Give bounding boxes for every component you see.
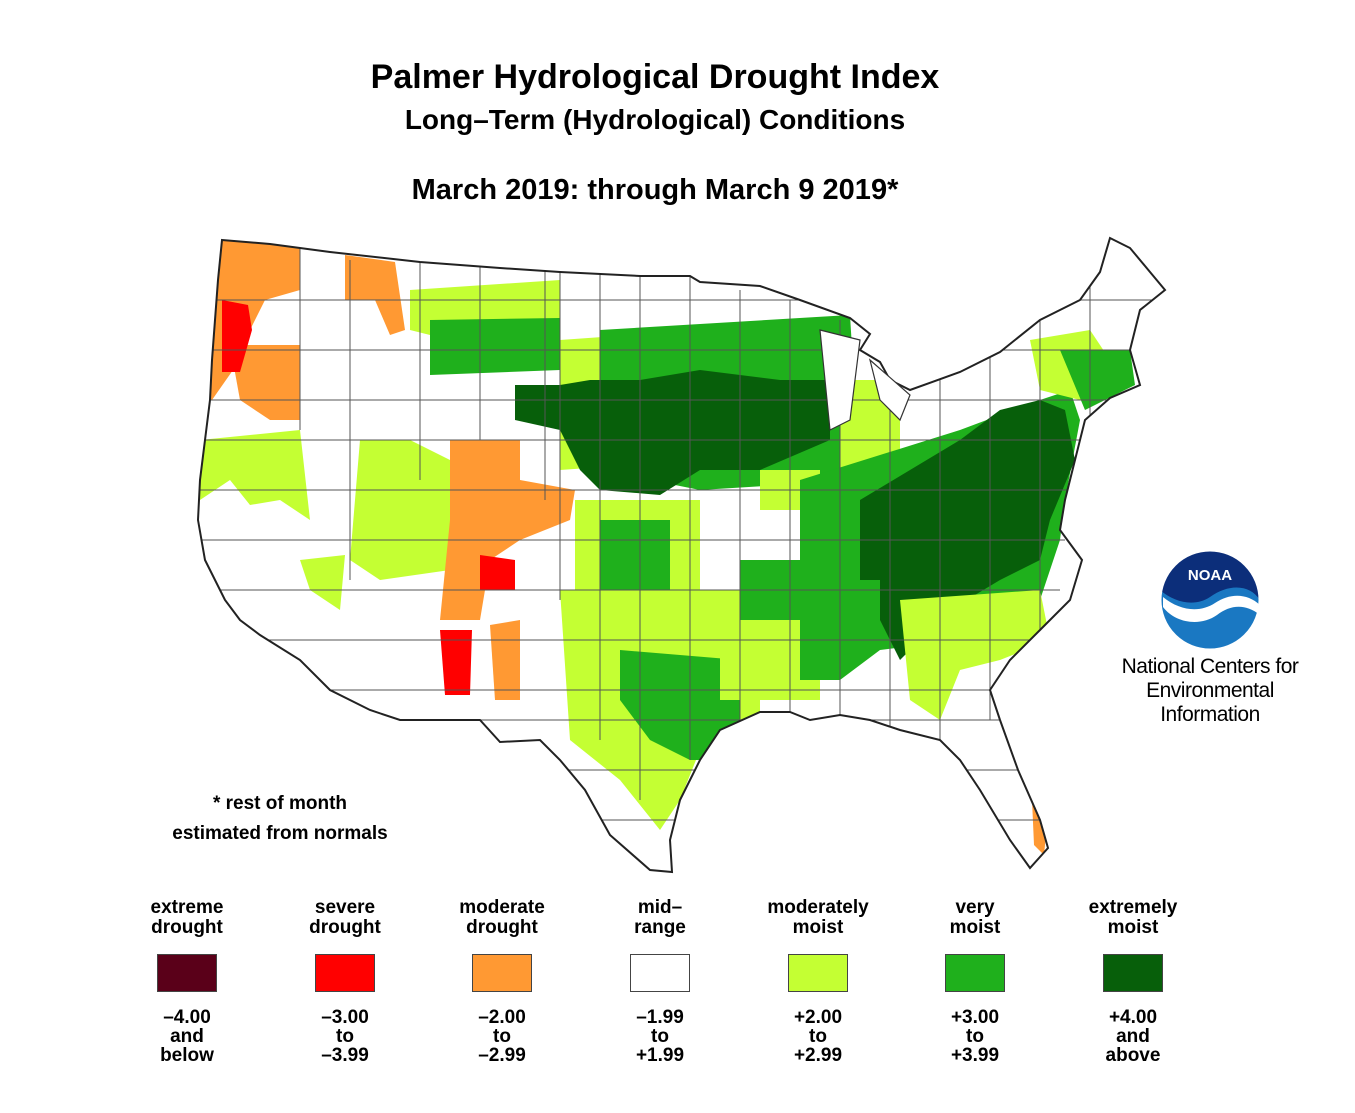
legend-swatch <box>315 954 375 992</box>
region-very-moist <box>1060 350 1135 410</box>
region-moderate-drought <box>230 345 300 420</box>
legend-item-moderate-drought: moderate drought –2.00 to –2.99 <box>432 897 572 1066</box>
region-extremely-moist <box>860 400 1075 660</box>
legend-swatch <box>788 954 848 992</box>
region-moderately-moist <box>350 440 450 580</box>
legend-label: extreme drought <box>150 897 224 938</box>
division-lines <box>200 240 1160 821</box>
region-moderately-moist <box>300 555 345 610</box>
region-moderate-drought <box>440 440 575 620</box>
region-severe-drought <box>440 630 472 695</box>
legend-range: –1.99 to +1.99 <box>635 1007 685 1066</box>
region-severe-drought <box>222 300 252 372</box>
legend-range: +2.00 to +2.99 <box>793 1007 843 1066</box>
ncei-line1: National Centers for <box>1121 655 1299 678</box>
noaa-logo: NOAA <box>1158 548 1262 652</box>
legend-range: –4.00 and below <box>160 1007 214 1066</box>
estimate-note-line1: * rest of month <box>212 793 348 814</box>
region-severe-drought <box>480 555 515 590</box>
region-very-moist <box>430 318 560 375</box>
ncei-line3: Information <box>1160 703 1260 726</box>
estimate-note-line2: estimated from normals <box>172 823 388 844</box>
legend-swatch <box>157 954 217 992</box>
legend-label: very moist <box>949 897 1001 938</box>
legend-swatch <box>1103 954 1163 992</box>
map-subtitle: Long–Term (Hydrological) Conditions <box>404 104 906 135</box>
great-lakes <box>819 329 861 431</box>
map-period: March 2019: through March 9 2019* <box>411 174 899 206</box>
ncei-line2: Environmental <box>1146 679 1274 702</box>
legend-swatch <box>945 954 1005 992</box>
legend-item-moderately-moist: moderately moist +2.00 to +2.99 <box>748 897 888 1066</box>
region-moderate-drought <box>490 620 520 700</box>
noaa-logo-text: NOAA <box>1188 567 1232 584</box>
region-moderately-moist <box>900 590 1050 720</box>
region-moderate-drought <box>345 255 405 335</box>
legend-item-extreme-drought: extreme drought –4.00 and below <box>117 897 257 1066</box>
legend-label: extremely moist <box>1088 897 1178 938</box>
legend-range: –2.00 to –2.99 <box>478 1007 526 1066</box>
map-title: Palmer Hydrological Drought Index <box>370 58 940 96</box>
legend-swatch <box>472 954 532 992</box>
legend-item-very-moist: very moist +3.00 to +3.99 <box>905 898 1045 1065</box>
legend-label: moderate drought <box>459 897 545 938</box>
legend-item-severe-drought: severe drought –3.00 to –3.99 <box>275 897 415 1066</box>
legend-item-mid-range: mid– range –1.99 to +1.99 <box>590 898 730 1065</box>
region-very-moist <box>600 520 670 590</box>
great-lakes <box>868 358 911 422</box>
legend-label: mid– range <box>634 897 686 938</box>
legend-label: moderately moist <box>767 897 869 938</box>
map-fill-regions <box>198 238 1165 872</box>
legend-range: +3.00 to +3.99 <box>950 1007 1000 1066</box>
legend-label: severe drought <box>309 897 381 938</box>
region-extremely-moist <box>515 370 830 495</box>
legend-range: –3.00 to –3.99 <box>321 1007 369 1066</box>
region-moderately-moist <box>200 430 310 520</box>
legend-range: +4.00 and above <box>1105 1007 1161 1066</box>
ncei-branding: NOAA National Centers for Environmental … <box>1110 545 1310 727</box>
us-outline <box>196 236 1167 874</box>
legend-swatch <box>630 954 690 992</box>
legend-item-extremely-moist: extremely moist +4.00 and above <box>1063 897 1203 1066</box>
region-very-moist <box>840 580 880 630</box>
region-very-moist <box>620 650 740 760</box>
